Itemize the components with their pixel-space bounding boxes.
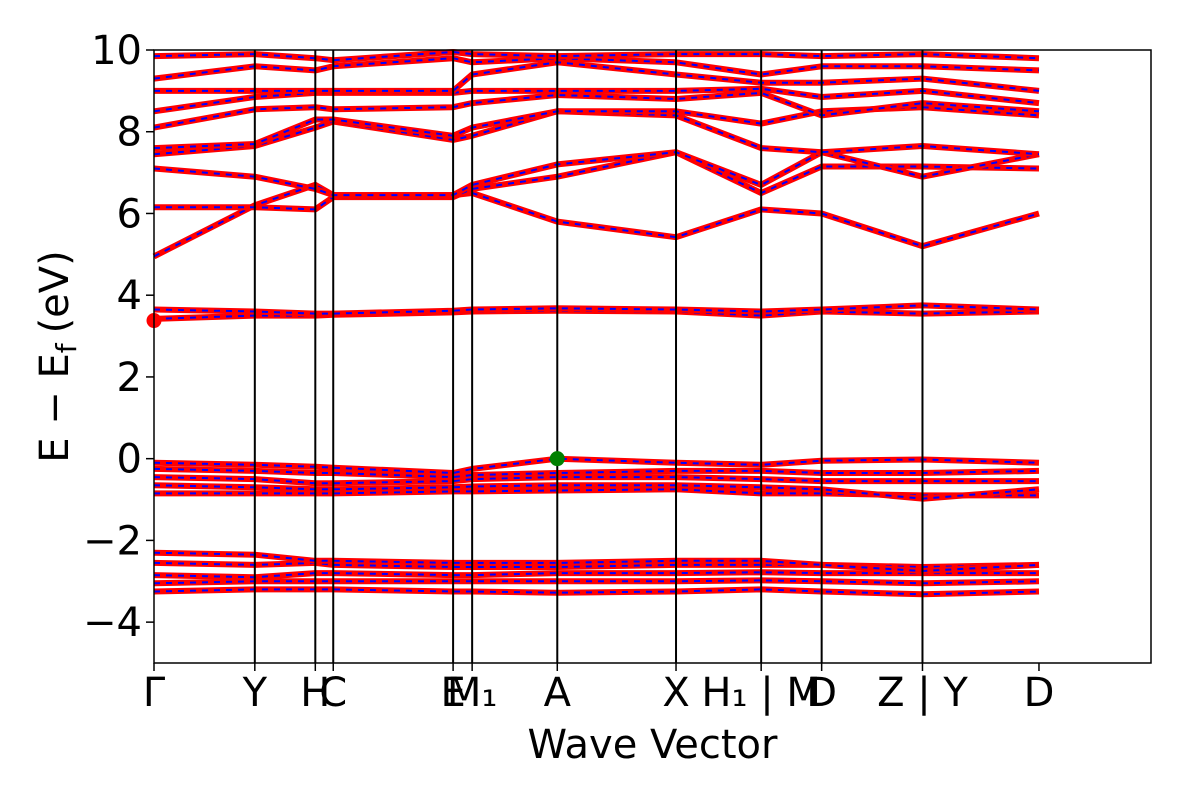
kpoint-lines	[253, 50, 924, 663]
x-tick-label: E	[440, 670, 465, 716]
x-tick-label: Y	[242, 670, 268, 716]
x-tick-label: H₁ | M	[701, 670, 821, 716]
y-tick-label: 4	[117, 273, 142, 319]
y-axis-label-subscript: f	[50, 342, 83, 353]
y-tick-label: 10	[91, 28, 142, 74]
bands-layer	[152, 49, 1040, 598]
band-line-overlay-v8	[153, 476, 1039, 485]
band-line-overlay-v3	[153, 571, 1039, 579]
x-tick-label: D	[1024, 670, 1055, 716]
y-tick-label: 6	[117, 191, 142, 237]
x-tick-label: X	[662, 670, 689, 716]
band-line-c5	[153, 149, 1040, 199]
band-line-overlay-v10	[153, 457, 1040, 475]
band-line-overlay-c9	[153, 87, 1040, 113]
band-line-overlay-c2	[153, 304, 1040, 315]
y-tick-label: −2	[83, 518, 142, 564]
band-line-overlay-c6	[153, 110, 1040, 156]
y-tick-label: 2	[117, 355, 142, 401]
band-line-overlay-v7	[153, 484, 1040, 500]
extremum-marker	[549, 451, 565, 467]
band-line-overlay-c12	[153, 50, 1040, 62]
y-axis-label-main: E − E	[32, 353, 78, 463]
band-line-c7	[153, 104, 1040, 152]
x-tick-label: A	[544, 670, 572, 716]
y-axis-ticks: −4 −2 0 2 4 6 8 10	[83, 28, 154, 646]
y-axis-label: E − Ef (eV)	[32, 250, 83, 463]
y-tick-label: 0	[117, 437, 142, 483]
band-line-overlay-c4	[154, 151, 1040, 211]
x-tick-label: H	[300, 670, 330, 716]
band-line-overlay-v2	[153, 579, 1040, 585]
y-axis-label-unit: (eV)	[32, 250, 78, 333]
band-line-overlay-c3	[153, 183, 1040, 258]
x-tick-label: Γ	[143, 670, 166, 716]
x-tick-label: M₁	[447, 670, 498, 716]
extrema-markers	[146, 313, 565, 467]
y-tick-label: −4	[83, 600, 142, 646]
band-line-c10	[154, 59, 1040, 94]
x-tick-label: C	[319, 670, 347, 716]
plot-frame	[153, 49, 1152, 664]
x-axis-label: Wave Vector	[528, 722, 779, 768]
x-tick-label: D	[806, 670, 837, 716]
band-line-overlay-v9	[153, 467, 1040, 479]
band-line-overlay-c8	[153, 91, 1040, 129]
band-line-overlay-v5	[153, 551, 1040, 573]
y-tick-label: 8	[117, 110, 142, 156]
band-line-overlay-v1	[153, 588, 1040, 596]
band-line-c3	[152, 181, 1040, 260]
x-tick-label: Z | Y	[877, 670, 968, 716]
band-line-overlay-c11	[153, 57, 1040, 80]
